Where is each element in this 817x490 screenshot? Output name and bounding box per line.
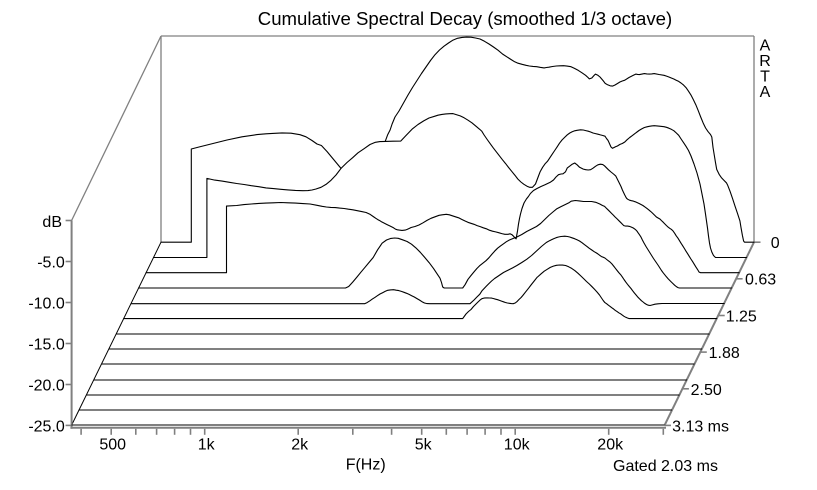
svg-text:-15.0: -15.0: [28, 337, 65, 354]
svg-text:A: A: [760, 37, 771, 54]
svg-text:20k: 20k: [597, 437, 624, 454]
svg-text:dB: dB: [42, 214, 62, 231]
svg-text:1.25: 1.25: [726, 308, 757, 325]
svg-text:10k: 10k: [504, 437, 531, 454]
svg-text:-10.0: -10.0: [28, 296, 65, 313]
svg-text:-5.0: -5.0: [37, 255, 65, 272]
svg-text:Cumulative Spectral Decay (smo: Cumulative Spectral Decay (smoothed 1/3 …: [258, 8, 672, 29]
svg-text:500: 500: [99, 437, 126, 454]
svg-text:R: R: [759, 53, 771, 70]
svg-text:1.88: 1.88: [709, 345, 740, 362]
svg-text:1k: 1k: [198, 437, 216, 454]
svg-text:0.63: 0.63: [745, 272, 776, 289]
svg-text:0: 0: [771, 235, 780, 252]
svg-text:5k: 5k: [415, 437, 433, 454]
svg-text:2.50: 2.50: [691, 382, 722, 399]
svg-text:T: T: [760, 69, 770, 86]
svg-text:Gated 2.03 ms: Gated 2.03 ms: [613, 458, 718, 475]
svg-text:F(Hz): F(Hz): [346, 457, 386, 474]
svg-text:3.13 ms: 3.13 ms: [672, 419, 729, 436]
svg-text:2k: 2k: [291, 437, 309, 454]
svg-text:-20.0: -20.0: [28, 378, 65, 395]
svg-text:-25.0: -25.0: [28, 418, 65, 435]
svg-text:A: A: [760, 84, 771, 101]
